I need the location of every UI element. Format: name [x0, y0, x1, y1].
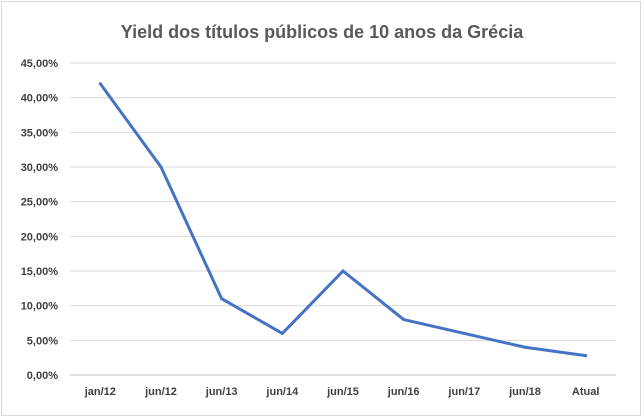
data-point: [280, 331, 284, 335]
y-tick-label: 0,00%: [27, 370, 58, 382]
data-point: [523, 345, 527, 349]
x-tick-label: jun/15: [326, 386, 359, 398]
x-tick-label: Atual: [572, 386, 600, 398]
data-point: [98, 82, 102, 86]
y-tick-label: 10,00%: [21, 301, 59, 313]
y-tick-label: 20,00%: [21, 231, 59, 243]
y-tick-label: 30,00%: [21, 162, 59, 174]
data-point: [402, 318, 406, 322]
y-tick-label: 25,00%: [21, 197, 59, 209]
y-tick-label: 45,00%: [21, 58, 59, 70]
data-point: [341, 269, 345, 273]
y-tick-label: 15,00%: [21, 266, 59, 278]
y-tick-label: 40,00%: [21, 93, 59, 105]
x-axis-tick-labels: jan/12 jun/12 jun/13 jun/14 jun/15 jun/16 jun/…: [84, 386, 600, 398]
data-point: [220, 297, 224, 301]
x-tick-label: jun/12: [144, 386, 177, 398]
data-point: [584, 354, 588, 358]
x-tick-label: jan/12: [84, 386, 116, 398]
x-tick-label: jun/17: [447, 386, 480, 398]
data-point: [462, 331, 466, 335]
y-axis-tick-labels: 0,00% 5,00% 10,00% 15,00% 20,00% 25,00% 30,00%…: [21, 58, 59, 382]
data-point: [159, 165, 163, 169]
chart-title: Yield dos títulos públicos de 10 anos da…: [121, 22, 524, 42]
x-tick-label: jun/16: [387, 386, 420, 398]
series-line: [98, 82, 588, 358]
gridlines: [70, 62, 616, 376]
series-group: [98, 82, 588, 358]
y-tick-label: 5,00%: [27, 335, 58, 347]
y-tick-label: 35,00%: [21, 127, 59, 139]
x-tick-label: jun/13: [205, 386, 238, 398]
x-tick-label: jun/18: [508, 386, 541, 398]
x-tick-label: jun/14: [265, 386, 299, 398]
